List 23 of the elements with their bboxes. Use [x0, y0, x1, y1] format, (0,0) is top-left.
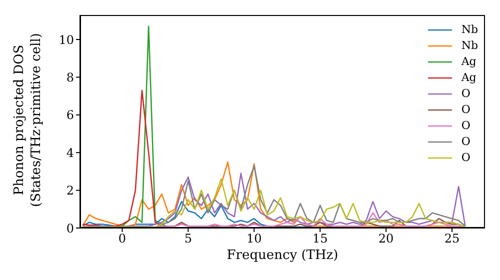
- y-tick-label: 10: [58, 32, 74, 47]
- x-tick-label: 10: [246, 232, 262, 246]
- x-axis-title: Frequency (THz): [226, 248, 340, 263]
- legend-label: Nb: [461, 22, 478, 38]
- y-tick-label: 6: [66, 108, 74, 122]
- legend-label: O: [461, 150, 470, 166]
- legend-label: O: [461, 86, 470, 102]
- x-tick-label: 0: [118, 232, 126, 246]
- legend-label: O: [461, 118, 470, 134]
- y-tick-label: 4: [66, 146, 74, 160]
- y-tick-label: 8: [66, 70, 74, 84]
- x-tick-label: 15: [312, 232, 328, 246]
- legend-label: O: [461, 134, 470, 150]
- x-tick-label: 25: [444, 232, 460, 246]
- y-tick-label: 2: [66, 184, 74, 198]
- legend-label: Nb: [461, 38, 478, 54]
- legend-label: Ag: [461, 70, 476, 86]
- x-tick-label: 5: [184, 232, 192, 246]
- y-tick-label: 0: [66, 221, 74, 236]
- y-axis-title: Phonon projected DOS (States/THz·primitive cell): [11, 32, 45, 208]
- legend-label: O: [461, 102, 470, 118]
- x-tick-label: 20: [378, 232, 394, 246]
- legend-label: Ag: [461, 54, 476, 70]
